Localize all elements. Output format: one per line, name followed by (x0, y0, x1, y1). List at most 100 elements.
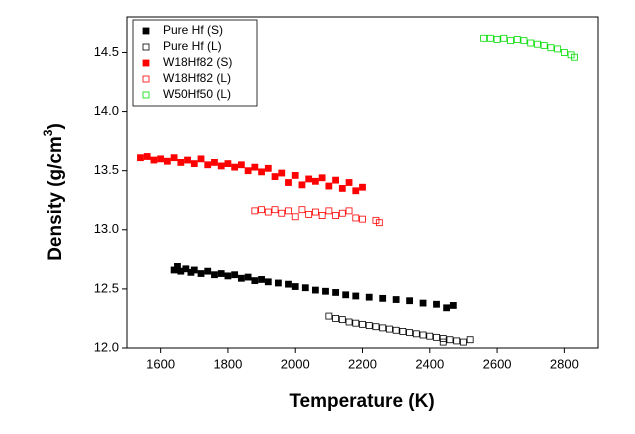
data-point (244, 167, 252, 175)
data-point (184, 156, 191, 164)
data-point (217, 270, 225, 277)
data-point (449, 302, 457, 309)
data-point (301, 284, 309, 292)
y-axis-title: Density (g/cm3) (41, 123, 66, 261)
data-point (520, 37, 528, 45)
x-tick-label: 1600 (146, 356, 175, 371)
data-point (372, 323, 380, 331)
data-point (547, 44, 555, 52)
data-point (285, 280, 292, 288)
data-point (571, 53, 578, 61)
data-point (332, 212, 339, 220)
data-point (345, 207, 353, 215)
data-point (231, 163, 239, 171)
data-point (204, 267, 212, 275)
data-point (322, 287, 329, 295)
data-point (352, 214, 360, 222)
y-tick-label: 12.0 (94, 339, 119, 354)
data-point (527, 39, 535, 47)
data-point (264, 164, 272, 172)
data-point (137, 154, 144, 162)
data-point (560, 49, 568, 56)
data-point (278, 169, 286, 177)
data-point (285, 207, 292, 215)
data-point (258, 168, 265, 176)
data-point (379, 294, 387, 302)
data-point (392, 326, 400, 334)
x-axis-title: Temperature (K) (289, 391, 434, 412)
data-point (271, 206, 279, 214)
data-point (143, 153, 151, 160)
data-point (325, 182, 333, 190)
legend-label: W18Hf82 (S) (163, 55, 232, 69)
data-point (305, 175, 313, 183)
y-title-main: Density (g/cm (45, 136, 66, 261)
data-point (433, 300, 440, 308)
data-point (197, 155, 205, 163)
data-point (291, 172, 299, 179)
data-point (493, 36, 501, 43)
data-point (412, 330, 420, 338)
data-point (244, 273, 252, 281)
x-tick-label: 2800 (550, 356, 579, 371)
legend-marker (142, 59, 150, 67)
data-point (419, 299, 427, 307)
data-point (170, 154, 178, 162)
legend-box (132, 19, 258, 107)
data-point (342, 291, 350, 299)
data-point (460, 338, 467, 346)
data-point (298, 181, 306, 189)
y-tick-label: 14.0 (94, 103, 119, 118)
data-point (480, 34, 488, 42)
data-point (345, 179, 353, 186)
data-point (224, 160, 232, 167)
data-point (237, 274, 245, 282)
data-point (190, 160, 198, 167)
data-point (379, 324, 387, 332)
data-point (231, 271, 239, 279)
data-point (224, 272, 232, 280)
x-tick-label: 2000 (281, 356, 310, 371)
data-point (392, 296, 400, 303)
data-point (332, 315, 339, 322)
data-point (338, 209, 346, 217)
data-point (513, 36, 521, 43)
data-point (190, 266, 198, 274)
data-point (375, 219, 383, 227)
data-point (352, 292, 360, 300)
data-point (271, 173, 279, 180)
data-point (426, 332, 434, 340)
legend-label: Pure Hf (L) (163, 39, 222, 53)
data-point (311, 208, 319, 216)
data-point (177, 159, 185, 166)
x-tick-label: 1800 (213, 356, 242, 371)
data-point (406, 329, 414, 337)
data-point (325, 207, 333, 215)
data-point (258, 276, 265, 283)
data-point (274, 279, 282, 287)
legend-label: W50Hf50 (L) (163, 87, 231, 101)
data-point (486, 34, 494, 42)
data-point (211, 271, 218, 279)
data-point (399, 328, 407, 335)
data-point (359, 183, 366, 191)
data-point (352, 319, 360, 327)
data-point (500, 34, 508, 42)
data-point (345, 318, 353, 326)
data-point (264, 278, 272, 286)
y-tick-label: 13.0 (94, 221, 119, 236)
data-point (197, 270, 205, 277)
data-point (534, 40, 541, 48)
x-tick-label: 2200 (348, 356, 377, 371)
y-title-sup: 3 (41, 129, 55, 136)
data-point (163, 157, 171, 165)
data-point (554, 45, 562, 53)
data-point (365, 293, 373, 301)
data-point (251, 207, 259, 215)
data-point (264, 208, 272, 216)
data-point (443, 304, 451, 312)
data-point (359, 320, 366, 328)
data-point (298, 206, 306, 214)
y-tick-label: 13.5 (94, 162, 119, 177)
